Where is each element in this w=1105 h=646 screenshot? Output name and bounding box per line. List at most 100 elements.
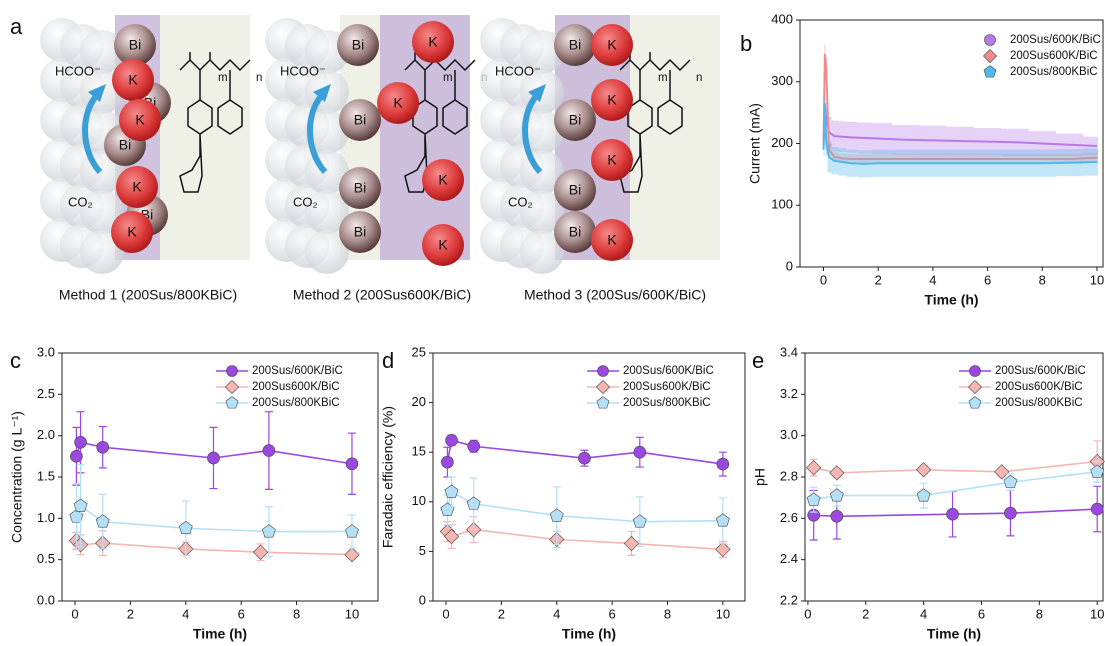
series-line (822, 53, 1098, 160)
y-axis-title: Current (mA) (747, 103, 763, 184)
marker (830, 509, 844, 523)
y-tick-label: 2.2 (780, 592, 798, 607)
marker (73, 498, 88, 512)
sphere-label: Bi (354, 180, 366, 196)
panel-label: a (10, 14, 23, 39)
marker (715, 513, 730, 527)
ghost-sphere (520, 190, 564, 234)
x-tick-label: 10 (716, 606, 730, 621)
x-tick-label: 0 (71, 606, 78, 621)
sphere-label: Bi (569, 182, 581, 198)
y-tick-label: 2.8 (780, 468, 798, 483)
bi-sphere (339, 99, 381, 141)
x-tick-label: 6 (608, 606, 615, 621)
y-tick-label: 0.0 (37, 592, 55, 607)
x-axis-title: Time (h) (193, 626, 247, 642)
caption: Method 2 (200Sus600K/BiC) (293, 287, 471, 303)
marker (70, 450, 83, 463)
marker (69, 509, 84, 523)
arrow-head (528, 84, 546, 102)
y-tick-label: 3.2 (780, 386, 798, 401)
y-tick-label: 10 (412, 493, 426, 508)
k-sphere (591, 139, 633, 181)
legend-marker (597, 365, 609, 377)
y-tick-label: 0 (786, 258, 793, 273)
marker (466, 496, 481, 510)
marker (633, 445, 647, 459)
formate-label: HCOO⁻ (495, 63, 541, 78)
legend-marker (224, 379, 240, 395)
polymer-subscript: n (696, 72, 702, 84)
co2-label: CO₂ (508, 194, 533, 209)
arrow (522, 89, 543, 175)
panel-label: e (752, 348, 764, 373)
x-tick-label: 4 (920, 606, 927, 621)
sphere-label: K (607, 152, 617, 168)
series-line (75, 540, 352, 556)
y-tick-label: 400 (771, 11, 793, 26)
y-tick-label: 0.5 (37, 551, 55, 566)
marker (946, 507, 959, 521)
k-sphere (591, 24, 633, 66)
marker (623, 535, 640, 552)
x-tick-label: 10 (1090, 272, 1104, 287)
sphere-label: K (438, 172, 448, 188)
x-axis-title: Time (h) (927, 626, 981, 642)
k-sphere (412, 21, 454, 63)
marker (829, 488, 844, 502)
bi-sphere (554, 99, 596, 141)
y-tick-label: 1.5 (37, 468, 55, 483)
y-axis-title: Faradaic efficiency (%) (380, 406, 396, 548)
k-sphere (119, 99, 161, 141)
series-line (75, 504, 352, 533)
k-sphere (116, 166, 158, 208)
caption: Method 3 (200Sus/600K/BiC) (524, 287, 706, 303)
x-tick-label: 6 (238, 606, 245, 621)
polymer-subscript: m (443, 72, 453, 84)
x-tick-label: 10 (345, 606, 359, 621)
legend-marker (226, 365, 238, 377)
legend-label: 200Sus600K/BiC (1010, 50, 1098, 62)
layer (160, 15, 250, 260)
ghost-sphere (520, 30, 564, 74)
marker (207, 451, 220, 465)
bi-sphere (337, 24, 379, 66)
x-tick-label: 10 (1090, 606, 1104, 621)
marker (632, 514, 647, 528)
polymer (179, 52, 251, 193)
k-sphere (112, 59, 154, 101)
marker (441, 455, 454, 469)
marker (467, 439, 480, 453)
x-tick-label: 2 (498, 606, 505, 621)
polymer-subscript: m (658, 72, 668, 84)
plot-frame (432, 352, 746, 602)
series-line (813, 471, 1098, 501)
sphere-label: K (607, 92, 617, 108)
x-tick-label: 2 (862, 606, 869, 621)
sphere-label: K (607, 232, 617, 248)
legend-label: 200Sus/600K/BiC (252, 365, 343, 377)
k-sphere (111, 211, 153, 253)
sphere-label: K (127, 224, 137, 240)
polymer-subscript: n (256, 72, 262, 84)
marker (252, 544, 269, 560)
formate-label: HCOO⁻ (55, 63, 101, 78)
y-tick-label: 15 (412, 444, 426, 459)
bi-sphere (554, 24, 596, 66)
k-sphere (591, 219, 633, 261)
polymer (619, 52, 691, 193)
sphere-label: K (393, 95, 403, 111)
marker (345, 524, 359, 538)
x-tick-label: 4 (929, 272, 936, 287)
y-tick-label: 20 (412, 394, 426, 409)
y-axis-title: Concentration (g L⁻¹) (9, 411, 25, 543)
x-tick-label: 8 (1039, 272, 1046, 287)
marker (916, 488, 931, 502)
k-sphere (377, 82, 419, 124)
x-axis-title: Time (h) (562, 626, 616, 642)
marker (74, 435, 87, 449)
y-tick-label: 3.4 (780, 344, 798, 359)
x-tick-label: 4 (182, 606, 189, 621)
y-tick-label: 3.0 (37, 344, 55, 359)
